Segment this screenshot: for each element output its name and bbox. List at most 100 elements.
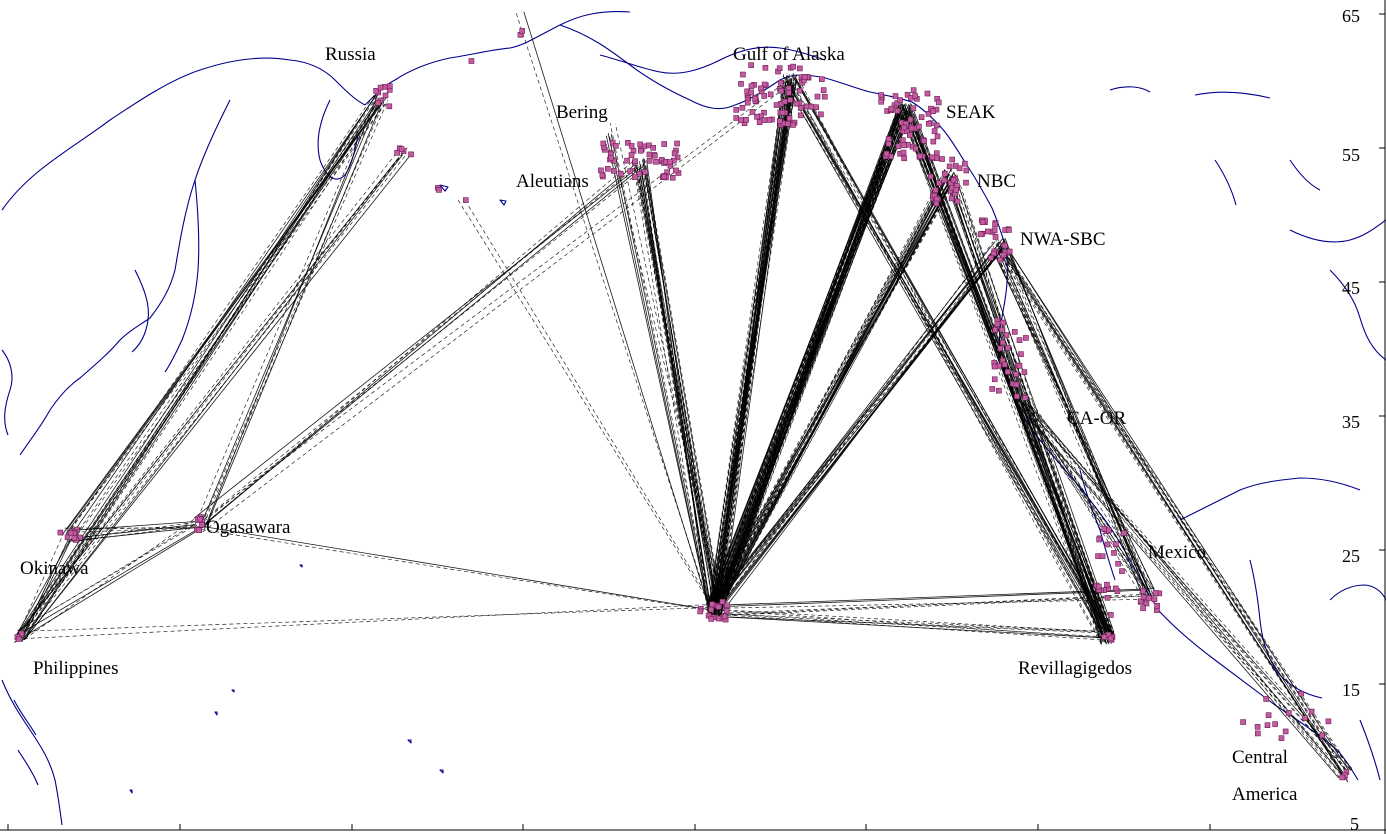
sighting-marker (936, 180, 942, 186)
migration-track (20, 97, 376, 638)
sighting-marker (468, 58, 475, 64)
sighting-marker (932, 187, 939, 193)
migration-track (636, 165, 720, 610)
migration-track (642, 159, 720, 614)
sighting-marker (1022, 395, 1029, 401)
sighting-marker (787, 97, 793, 103)
sighting-marker (1101, 525, 1107, 532)
sighting-marker (895, 143, 902, 149)
migration-track (1024, 401, 1341, 778)
sighting-marker (963, 179, 969, 186)
migration-track (709, 104, 906, 607)
sighting-marker (773, 102, 780, 108)
sighting-marker (991, 376, 998, 383)
sighting-marker (908, 125, 915, 132)
sighting-marker (398, 146, 405, 152)
migration-track (707, 106, 901, 604)
migration-track (605, 135, 712, 617)
sighting-marker (878, 92, 884, 98)
migration-track (997, 239, 1154, 595)
migration-track (638, 160, 718, 607)
sighting-marker (1286, 710, 1292, 716)
sighting-marker (1143, 600, 1150, 607)
sighting-marker (901, 155, 907, 162)
migration-track (717, 107, 910, 608)
sighting-marker (387, 83, 393, 90)
sighting-marker (933, 150, 940, 156)
label-america: America (1232, 784, 1298, 805)
sighting-marker (994, 321, 1001, 328)
sighting-marker (1119, 568, 1125, 574)
migration-track (716, 75, 793, 606)
sighting-marker (1264, 722, 1271, 728)
migration-track (707, 110, 902, 604)
migration-track (1014, 401, 1340, 779)
sighting-marker (1011, 329, 1018, 335)
sighting-marker (892, 93, 899, 99)
migration-track (24, 154, 403, 640)
label-nwa-sbc: NWA-SBC (1020, 229, 1106, 250)
migration-tracks (14, 11, 1353, 783)
migration-track (66, 95, 388, 530)
sighting-marker (1001, 242, 1008, 249)
sighting-marker (790, 122, 796, 128)
sighting-marker (979, 219, 986, 226)
label-revillagigedos: Revillagigedos (1018, 658, 1132, 679)
sighting-marker (1265, 712, 1272, 718)
migration-track (607, 133, 712, 617)
latitude-axis: 65 55 45 35 25 15 5 (1342, 6, 1360, 834)
migration-track (714, 176, 946, 605)
sighting-marker (197, 516, 203, 523)
sighting-marker (761, 109, 767, 116)
sighting-marker (636, 171, 643, 177)
sighting-marker (953, 187, 959, 193)
sighting-marker (628, 143, 635, 149)
tick-label-35: 35 (1342, 412, 1360, 432)
label-aleutians: Aleutians (516, 171, 589, 192)
sighting-marker (777, 118, 783, 124)
sighting-marker (646, 157, 653, 164)
sighting-marker (600, 140, 607, 147)
sighting-marker (617, 171, 624, 177)
sighting-marker (934, 133, 941, 140)
sighting-marker (899, 137, 906, 144)
sighting-marker (990, 250, 997, 257)
migration-track (67, 527, 200, 533)
sighting-marker (1021, 369, 1028, 375)
migration-track (720, 179, 947, 605)
migration-track (202, 85, 788, 533)
sighting-marker (949, 156, 955, 163)
sighting-marker (929, 154, 936, 161)
migration-track (641, 171, 713, 617)
migration-track (708, 112, 909, 612)
sighting-marker (1254, 724, 1261, 730)
sighting-marker (748, 89, 754, 96)
sighting-marker (674, 154, 681, 161)
migration-track (713, 76, 788, 610)
sighting-marker (939, 156, 945, 162)
sighting-marker (1096, 536, 1102, 543)
label-okinawa: Okinawa (20, 558, 89, 579)
migration-track (909, 111, 1102, 634)
sighting-marker (1140, 588, 1146, 594)
sighting-marker (992, 221, 998, 228)
sighting-marker (598, 167, 604, 174)
sighting-marker (1137, 598, 1144, 605)
tick-label-25: 25 (1342, 546, 1360, 566)
sighting-marker (915, 123, 922, 130)
sighting-marker (1154, 602, 1160, 609)
sighting-marker (776, 65, 783, 72)
migration-track (718, 616, 1103, 633)
sighting-marker (715, 604, 722, 610)
sighting-marker (901, 142, 908, 149)
sighting-marker (661, 173, 667, 180)
migration-track (609, 123, 712, 606)
sighting-marker (1339, 774, 1346, 781)
sighting-marker (1298, 690, 1305, 697)
sighting-marker (1111, 550, 1117, 556)
migration-track (66, 520, 203, 532)
migration-track (14, 152, 404, 643)
sighting-marker (991, 227, 998, 234)
